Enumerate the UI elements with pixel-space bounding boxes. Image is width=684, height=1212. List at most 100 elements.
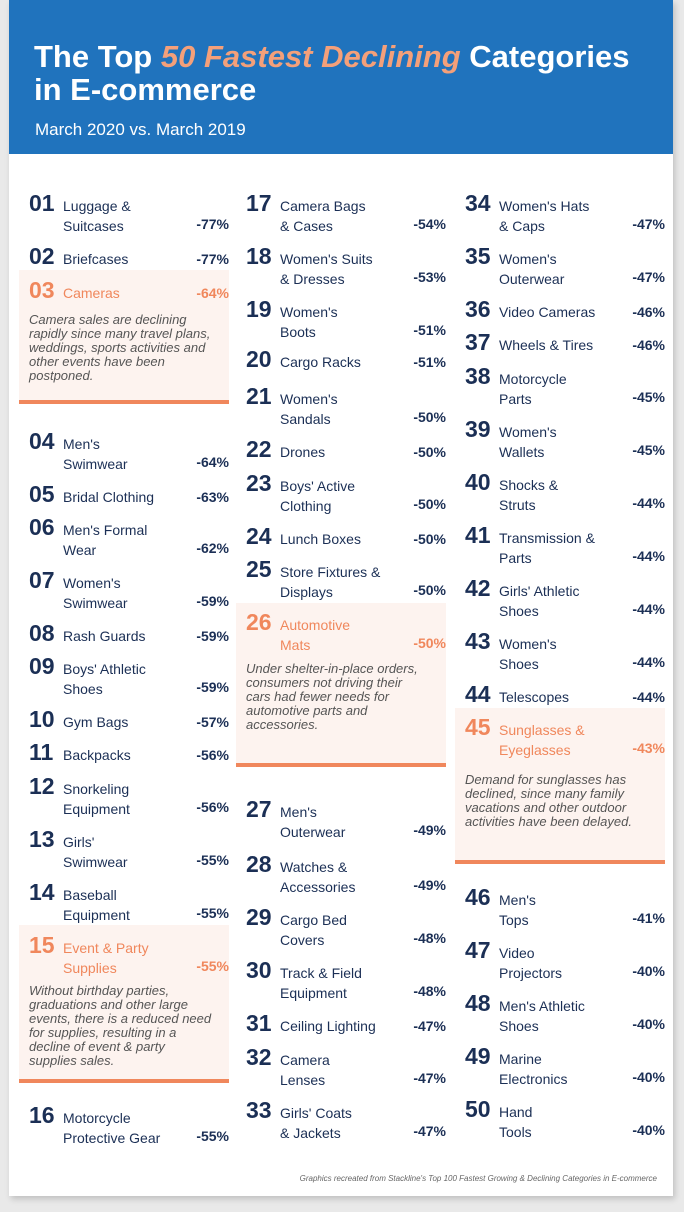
decline-percent: -45% (632, 389, 665, 405)
category-item: 45 Sunglasses & Eyeglasses -43% (465, 714, 665, 760)
category-name-line: Eyeglasses (499, 742, 571, 758)
category-name-line: Women's (499, 251, 557, 267)
category-name-line: Women's (499, 636, 557, 652)
rank-number: 25 (246, 556, 272, 582)
callout-box: Demand for sunglasses has declined, sinc… (455, 708, 665, 864)
page-title-line-2: in E-commerce (34, 72, 257, 107)
category-name-line: Bridal Clothing (63, 489, 155, 505)
rank-number: 47 (465, 937, 491, 963)
rank-number: 05 (29, 481, 55, 507)
category-item: 34 Women's Hats & Caps -47% (465, 190, 665, 236)
category-name-line: Men's Athletic (499, 998, 585, 1014)
category-item: 50 Hand Tools -40% (465, 1096, 665, 1140)
category-item: 06 Men's Formal Wear -62% (29, 514, 229, 558)
category-name: Women's Hats & Caps (499, 196, 609, 236)
category-item: 49 Marine Electronics -40% (465, 1043, 665, 1087)
rank-number: 27 (246, 796, 272, 822)
rank-number: 43 (465, 628, 491, 654)
category-name-line: Parts (499, 550, 532, 566)
decline-percent: -50% (413, 444, 446, 460)
category-name: Sunglasses & Eyeglasses (499, 720, 609, 760)
decline-percent: -63% (196, 489, 229, 505)
category-item: 38 Motorcycle Parts -45% (465, 363, 665, 409)
category-name-line: Gym Bags (63, 714, 129, 730)
category-name: Gym Bags (63, 712, 173, 732)
category-name: Women's Wallets (499, 422, 609, 462)
category-item: 29 Cargo Bed Covers -48% (246, 904, 446, 948)
category-name: Men's Athletic Shoes (499, 996, 609, 1036)
decline-percent: -59% (196, 628, 229, 644)
category-name-line: Backpacks (63, 747, 131, 763)
rank-number: 37 (465, 329, 491, 355)
category-name-line: Motorcycle (499, 371, 567, 387)
category-name-line: Women's Suits (280, 251, 373, 267)
category-name: Event & Party Supplies (63, 938, 173, 978)
category-item: 02 Briefcases -77% (29, 243, 229, 287)
category-name-line: Briefcases (63, 251, 129, 267)
category-item: 11 Backpacks -56% (29, 739, 229, 783)
category-name-line: Outerwear (499, 271, 565, 287)
category-item: 07 Women's Swimwear -59% (29, 567, 229, 611)
category-name: Camera Lenses (280, 1050, 390, 1090)
category-name: Boys' Athletic Shoes (63, 659, 173, 699)
category-item: 42 Girls' Athletic Shoes -44% (465, 575, 665, 621)
callout-note: Camera sales are declining rapidly since… (29, 312, 211, 383)
decline-percent: -45% (632, 442, 665, 458)
category-name: Video Projectors (499, 943, 609, 983)
decline-percent: -40% (632, 1122, 665, 1138)
category-name: Girls' Athletic Shoes (499, 581, 609, 621)
category-name-line: Boys' Athletic (63, 661, 146, 677)
rank-number: 14 (29, 879, 55, 905)
category-name-line: Cameras (63, 285, 120, 301)
rank-number: 35 (465, 243, 491, 269)
category-name-line: Sunglasses & (499, 722, 585, 738)
category-name-line: Camera Bags (280, 198, 366, 214)
category-name-line: Drones (280, 444, 326, 460)
decline-percent: -41% (632, 910, 665, 926)
category-name: Telescopes (499, 687, 609, 707)
category-item: 37 Wheels & Tires -46% (465, 329, 665, 373)
category-name-line: Protective Gear (63, 1130, 161, 1146)
category-name-line: Baseball (63, 887, 117, 903)
decline-percent: -44% (632, 495, 665, 511)
rank-number: 36 (465, 296, 491, 322)
decline-percent: -40% (632, 1016, 665, 1032)
callout-note: Demand for sunglasses has declined, sinc… (465, 772, 632, 829)
decline-percent: -44% (632, 548, 665, 564)
category-item: 14 Baseball Equipment -55% (29, 879, 229, 923)
rank-number: 41 (465, 522, 491, 548)
category-name-line: Equipment (280, 985, 347, 1001)
category-item: 48 Men's Athletic Shoes -40% (465, 990, 665, 1036)
category-item: 19 Women's Boots -51% (246, 296, 446, 340)
decline-percent: -46% (632, 337, 665, 353)
category-item: 44 Telescopes -44% (465, 681, 665, 725)
category-name-line: Men's (63, 436, 100, 452)
callout-box: Without birthday parties, graduations an… (19, 925, 229, 1083)
rank-number: 46 (465, 884, 491, 910)
category-item: 33 Girls' Coats & Jackets -47% (246, 1097, 446, 1141)
category-name: Motorcycle Parts (499, 369, 609, 409)
category-name: Camera Bags & Cases (280, 196, 390, 236)
category-name-line: Sandals (280, 411, 331, 427)
category-name: Backpacks (63, 745, 173, 765)
rank-number: 24 (246, 523, 272, 549)
decline-percent: -55% (196, 958, 229, 974)
rank-number: 16 (29, 1102, 55, 1128)
decline-percent: -40% (632, 963, 665, 979)
category-item: 23 Boys' Active Clothing -50% (246, 470, 446, 514)
category-name-line: Women's (63, 575, 121, 591)
decline-percent: -44% (632, 601, 665, 617)
category-item: 03 Cameras -64% (29, 277, 229, 321)
category-name-line: Lunch Boxes (280, 531, 361, 547)
category-name-line: Swimwear (63, 456, 128, 472)
decline-percent: -55% (196, 1128, 229, 1144)
rank-number: 32 (246, 1044, 272, 1070)
category-name: Automotive Mats (280, 615, 390, 655)
category-item: 35 Women's Outerwear -47% (465, 243, 665, 287)
category-name-line: Struts (499, 497, 536, 513)
category-name-line: Rash Guards (63, 628, 146, 644)
category-name-line: Parts (499, 391, 532, 407)
category-name-line: Boots (280, 324, 316, 340)
category-name-line: Outerwear (280, 824, 346, 840)
decline-percent: -49% (413, 822, 446, 838)
